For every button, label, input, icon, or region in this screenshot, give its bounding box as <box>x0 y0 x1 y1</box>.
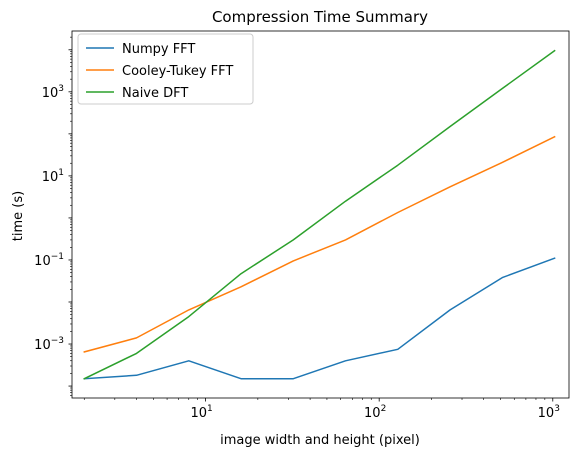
legend-box <box>77 33 254 105</box>
y-tick-label: 101 <box>42 168 64 185</box>
x-axis-title: image width and height (pixel) <box>220 433 420 448</box>
chart-title: Compression Time Summary <box>212 8 428 26</box>
legend-label-naive-dft: Naive DFT <box>122 86 188 101</box>
y-tick-label: 103 <box>42 84 64 101</box>
x-tick-label: 103 <box>538 404 560 421</box>
plot-area <box>71 30 570 399</box>
legend-label-cooley-tukey-fft: Cooley-Tukey FFT <box>122 64 233 79</box>
x-axis-ticks: 101 102 103 <box>83 398 560 421</box>
y-axis-ticks: 10−3 10−1 101 103 <box>34 36 72 396</box>
series-lines <box>83 49 556 380</box>
series-line-naive-dft <box>83 49 556 380</box>
axes-frame <box>71 30 570 399</box>
x-tick-label: 102 <box>364 404 386 421</box>
y-axis-title: time (s) <box>11 191 26 241</box>
legend-label-numpy-fft: Numpy FFT <box>122 42 195 57</box>
y-tick-label: 10−1 <box>34 252 64 269</box>
y-tick-label: 10−3 <box>34 336 64 353</box>
series-line-numpy-fft <box>83 257 556 380</box>
legend: Numpy FFT Cooley-Tukey FFT Naive DFT <box>77 33 254 105</box>
x-tick-label: 101 <box>190 404 212 421</box>
series-line-cooley-tukey-fft <box>83 135 556 353</box>
